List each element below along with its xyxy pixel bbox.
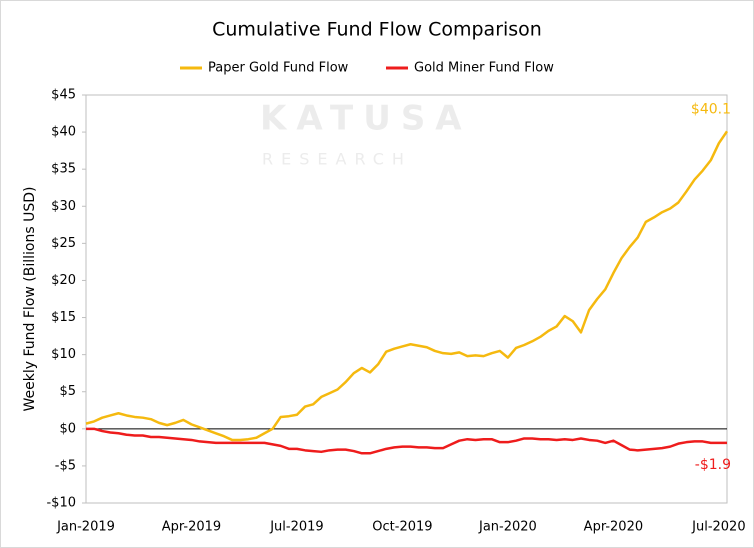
y-tick-label: $5	[59, 384, 76, 399]
watermark: KATUSA	[260, 99, 472, 139]
legend-label: Paper Gold Fund Flow	[208, 61, 349, 76]
data-label: -$1.9	[695, 457, 731, 473]
y-tick-label: $45	[51, 88, 76, 103]
x-tick-label: Jan-2019	[56, 520, 115, 535]
data-label: $40.1	[691, 101, 731, 117]
y-tick-label: $30	[51, 199, 76, 214]
legend-label: Gold Miner Fund Flow	[414, 61, 554, 76]
watermark: RESEARCH	[262, 150, 412, 169]
x-tick-label: Jan-2020	[478, 520, 537, 535]
series-line	[86, 427, 727, 455]
chart-title: Cumulative Fund Flow Comparison	[212, 19, 542, 41]
y-axis-label: Weekly Fund Flow (Billions USD)	[22, 187, 38, 412]
y-tick-label: $40	[51, 125, 76, 140]
plot-border	[85, 94, 728, 504]
x-tick-label: Apr-2020	[584, 520, 643, 535]
x-tick-label: Jul-2019	[269, 520, 323, 535]
y-tick-label: -$10	[46, 496, 76, 511]
x-tick-label: Jul-2020	[691, 520, 745, 535]
y-tick-label: $15	[51, 310, 76, 325]
y-tick-label: $0	[59, 421, 76, 436]
y-tick-label: $10	[51, 347, 76, 362]
x-tick-label: Apr-2019	[162, 520, 221, 535]
y-tick-label: $25	[51, 236, 76, 251]
x-tick-label: Oct-2019	[372, 520, 432, 535]
y-tick-label: $35	[51, 162, 76, 177]
y-tick-label: -$5	[55, 458, 76, 473]
y-tick-label: $20	[51, 273, 76, 288]
series-line	[85, 130, 729, 442]
